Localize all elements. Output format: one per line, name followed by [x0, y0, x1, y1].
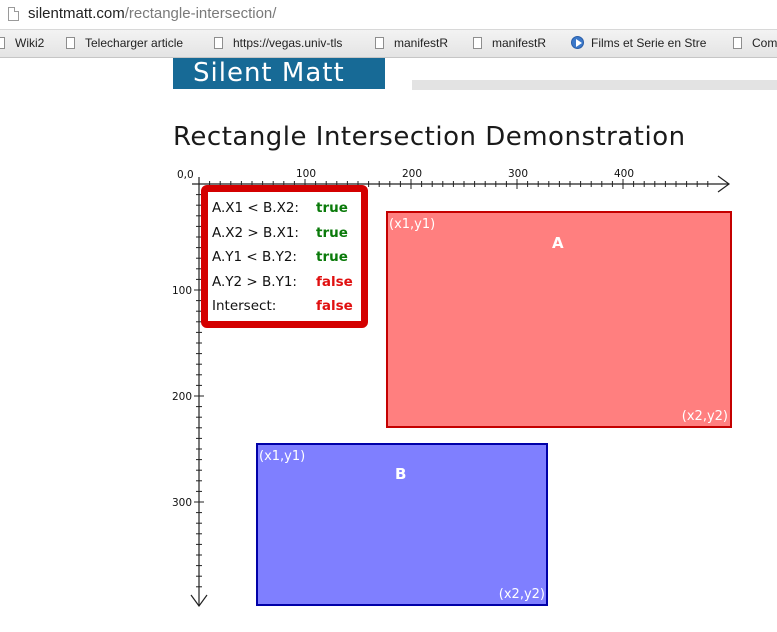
rect-a-name: A [552, 234, 564, 252]
bookmark-label: Films et Serie en Stre [591, 36, 707, 50]
url-path: /rectangle-intersection/ [124, 5, 277, 22]
page-icon [214, 37, 223, 49]
info-label: A.Y1 < B.Y2: [212, 249, 297, 265]
url-text[interactable]: silentmatt.com/rectangle-intersection/ [28, 5, 276, 22]
y-tick-label: 200 [172, 391, 192, 403]
origin-label: 0,0 [177, 169, 194, 181]
page-icon [8, 7, 19, 21]
x-tick-label: 300 [508, 168, 528, 180]
address-bar[interactable]: silentmatt.com/rectangle-intersection/ [0, 0, 777, 30]
bookmark-manifestr-2[interactable]: manifestR [473, 36, 546, 50]
site-logo[interactable]: Silent Matt [173, 58, 385, 89]
info-value: true [316, 224, 348, 241]
url-host: silentmatt.com [28, 5, 125, 22]
header-divider [412, 80, 777, 90]
y-tick-label: 300 [172, 497, 192, 509]
info-value: true [316, 200, 348, 216]
bookmark-films-et-serie[interactable]: Films et Serie en Stre [571, 36, 717, 50]
bookmarks-bar: Wiki2 Telecharger article https://vegas.… [0, 30, 777, 58]
x-tick-label: 400 [614, 168, 634, 180]
page-icon [733, 37, 742, 49]
rect-a-bottom-right-label[interactable]: (x2,y2) [681, 409, 728, 424]
bookmark-label: manifestR [492, 36, 547, 50]
info-row: Intersect: false [212, 295, 361, 320]
page-icon [375, 37, 384, 49]
rect-b-top-left-label: (x1,y1) [259, 449, 306, 464]
bookmark-telecharger-article[interactable]: Telecharger article [66, 36, 183, 50]
bookmark-label: https://vegas.univ-tls [233, 36, 343, 50]
rectangle-a[interactable]: (x1,y1) A (x2,y2) [386, 211, 732, 428]
info-label: A.X2 > B.X1: [212, 224, 299, 241]
info-value: true [316, 249, 348, 265]
y-axis-arrow [190, 594, 208, 608]
info-label: Intersect: [212, 298, 277, 314]
page-icon [66, 37, 75, 49]
bookmark-label: manifestR [394, 36, 449, 50]
x-tick-label: 100 [296, 168, 316, 180]
page-icon [0, 37, 5, 49]
bookmark-com[interactable]: Com [733, 36, 777, 50]
bookmark-label: Com [752, 36, 777, 50]
x-tick-label: 200 [402, 168, 422, 180]
info-row: A.Y1 < B.Y2: true [212, 246, 361, 271]
info-row: A.X1 < B.X2: true [212, 197, 361, 222]
x-axis-arrow [717, 175, 731, 193]
info-row: A.X2 > B.X1: true [212, 222, 361, 247]
rect-a-top-left-label: (x1,y1) [389, 217, 436, 232]
y-tick-label: 100 [172, 285, 192, 297]
intersection-info-box: A.X1 < B.X2: true A.X2 > B.X1: true A.Y1… [201, 185, 368, 328]
bookmark-manifestr-1[interactable]: manifestR [375, 36, 448, 50]
rect-b-name: B [395, 465, 407, 483]
rectangle-b[interactable]: (x1,y1) B (x2,y2) [256, 443, 548, 606]
rect-b-bottom-right-label[interactable]: (x2,y2) [498, 587, 545, 602]
bookmark-wiki2[interactable]: Wiki2 [0, 36, 44, 50]
page-title: Rectangle Intersection Demonstration [173, 122, 686, 152]
bookmark-label: Wiki2 [15, 36, 45, 50]
info-label: A.X1 < B.X2: [212, 200, 299, 216]
play-icon [571, 36, 584, 49]
info-row: A.Y2 > B.Y1: false [212, 271, 361, 296]
info-value: false [316, 298, 353, 314]
info-label: A.Y2 > B.Y1: [212, 273, 297, 290]
bookmark-vegas[interactable]: https://vegas.univ-tls [214, 36, 360, 50]
page-icon [473, 37, 482, 49]
info-value: false [316, 273, 353, 290]
bookmark-label: Telecharger article [85, 36, 184, 50]
